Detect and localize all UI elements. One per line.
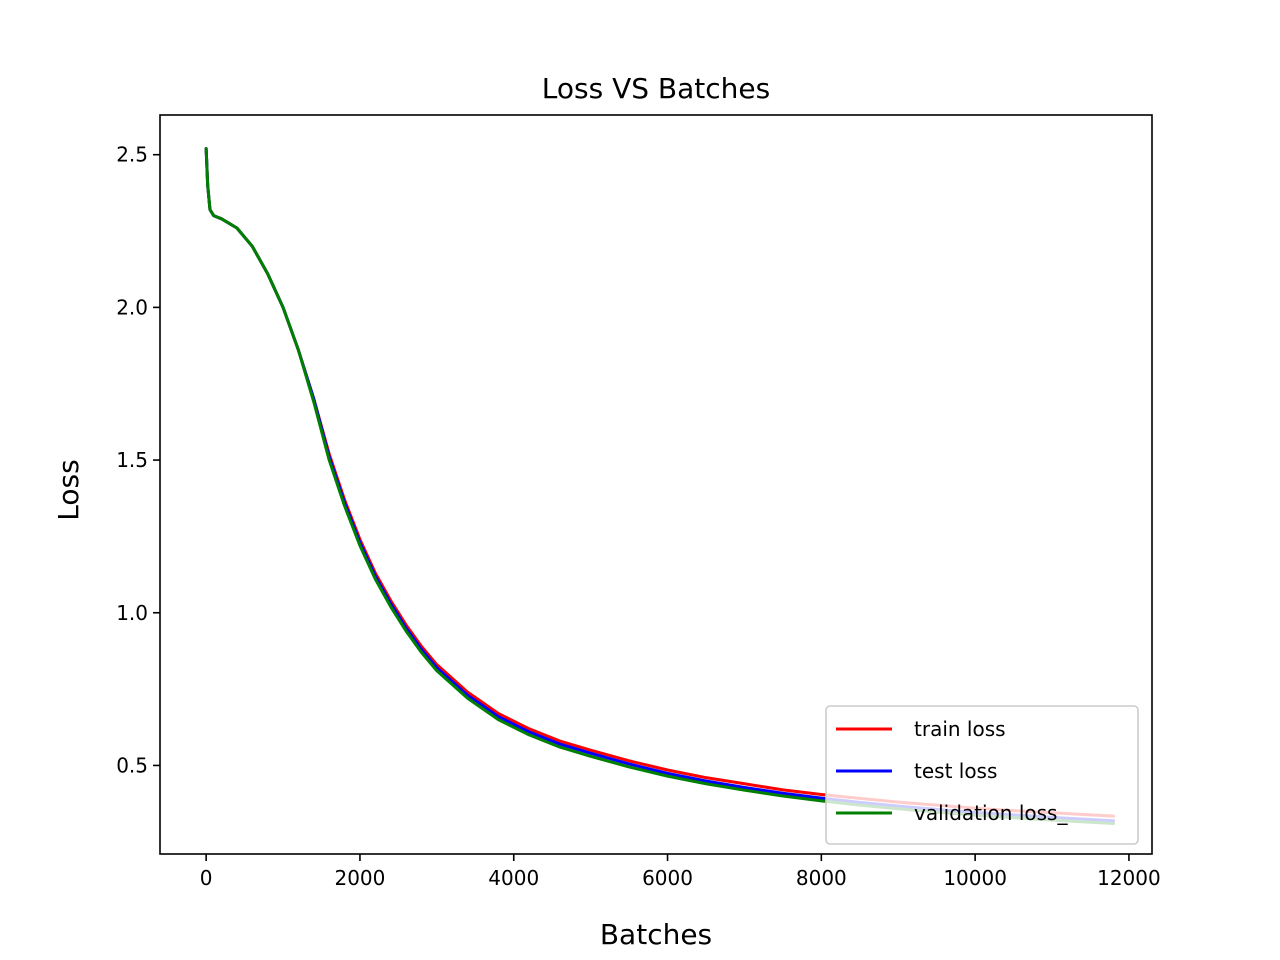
y-tick-label: 1.0 — [116, 601, 148, 625]
x-tick-label: 0 — [200, 866, 213, 890]
chart-title: Loss VS Batches — [542, 72, 770, 105]
x-axis: 0 2000 4000 6000 8000 10000 12000 — [200, 854, 1161, 890]
y-axis-label: Loss — [52, 459, 85, 520]
legend-box — [825, 705, 1139, 845]
x-tick-label: 12000 — [1097, 866, 1161, 890]
plot-frame — [159, 114, 1153, 855]
x-axis-label: Batches — [600, 918, 712, 951]
legend-label: train loss — [914, 717, 1006, 741]
legend-label: validation loss_ — [914, 801, 1068, 825]
x-tick-label: 10000 — [943, 866, 1007, 890]
x-tick-label: 2000 — [334, 866, 385, 890]
y-axis: 0.5 1.0 1.5 2.0 2.5 — [116, 143, 160, 777]
y-tick-label: 0.5 — [116, 753, 148, 777]
y-tick-label: 2.0 — [116, 295, 148, 319]
legend: train loss test loss validation loss_ — [825, 705, 1139, 845]
legend-label: test loss — [914, 759, 997, 783]
y-tick-label: 1.5 — [116, 448, 148, 472]
x-tick-label: 6000 — [642, 866, 693, 890]
x-tick-label: 8000 — [796, 866, 847, 890]
x-tick-label: 4000 — [488, 866, 539, 890]
y-tick-label: 2.5 — [116, 143, 148, 167]
